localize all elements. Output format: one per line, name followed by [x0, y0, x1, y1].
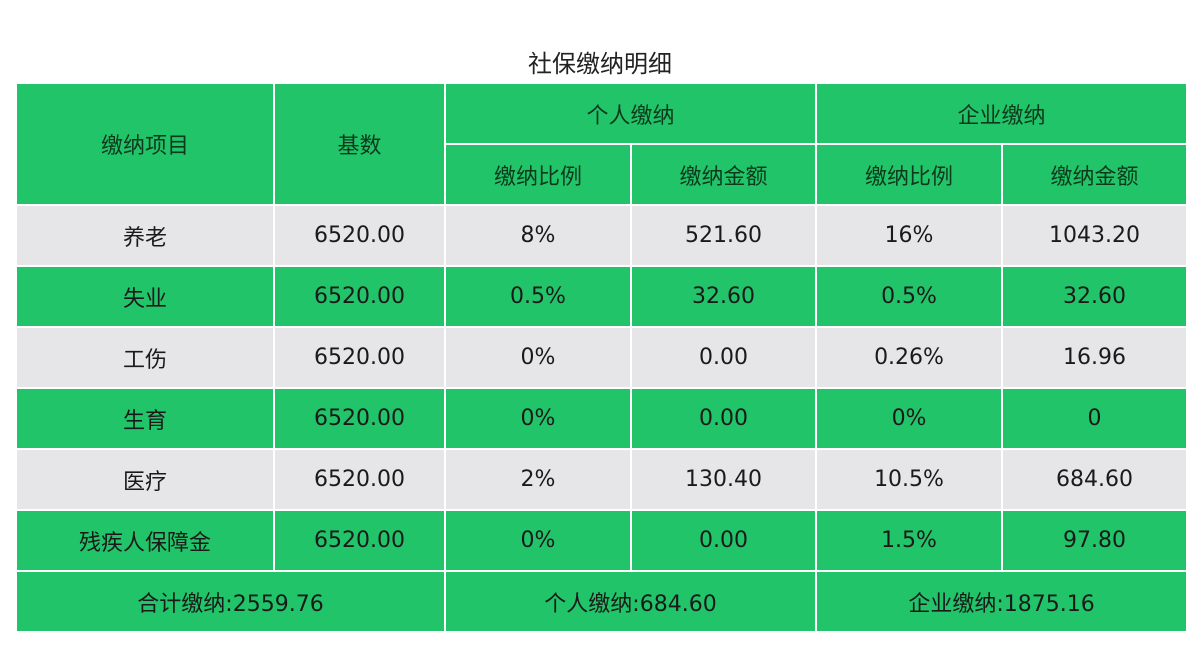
cell-item: 工伤	[15, 326, 275, 389]
cell-base: 6520.00	[273, 448, 446, 511]
cell-base: 6520.00	[273, 387, 446, 450]
table-row: 残疾人保障金 6520.00 0% 0.00 1.5% 97.80	[15, 509, 1189, 572]
table-title: 社保缴纳明细	[528, 50, 672, 78]
header-personal: 个人缴纳	[443, 82, 818, 145]
cell-p-amount: 0.00	[629, 509, 818, 572]
cell-item: 残疾人保障金	[15, 509, 275, 572]
cell-item: 医疗	[15, 448, 275, 511]
footer-personal: 个人缴纳:684.60	[443, 570, 818, 633]
header-company: 企业缴纳	[815, 82, 1189, 145]
header-item: 缴纳项目	[15, 82, 275, 206]
cell-p-amount: 521.60	[629, 204, 818, 267]
cell-p-amount: 32.60	[629, 265, 818, 328]
cell-base: 6520.00	[273, 509, 446, 572]
cell-p-amount: 130.40	[629, 448, 818, 511]
cell-c-rate: 0%	[815, 387, 1004, 450]
header-personal-amount: 缴纳金额	[629, 143, 818, 206]
table-row: 工伤 6520.00 0% 0.00 0.26% 16.96	[15, 326, 1189, 389]
cell-c-amount: 0	[1001, 387, 1189, 450]
header-base: 基数	[273, 82, 446, 206]
header-row: 缴纳项目 基数 个人缴纳 企业缴纳	[15, 82, 1189, 206]
footer-row: 合计缴纳:2559.76 个人缴纳:684.60 企业缴纳:1875.16	[15, 570, 1189, 633]
table-row: 生育 6520.00 0% 0.00 0% 0	[15, 387, 1189, 450]
cell-c-rate: 0.26%	[815, 326, 1004, 389]
cell-item: 养老	[15, 204, 275, 267]
cell-c-amount: 1043.20	[1001, 204, 1189, 267]
cell-p-rate: 0%	[444, 326, 632, 389]
cell-c-amount: 684.60	[1001, 448, 1189, 511]
table-row: 养老 6520.00 8% 521.60 16% 1043.20	[15, 204, 1189, 267]
header-personal-rate: 缴纳比例	[444, 143, 632, 206]
social-insurance-table: 缴纳项目 基数 个人缴纳 企业缴纳 缴纳比例 缴纳金额 缴纳比例 缴纳金额 养老…	[15, 82, 1189, 633]
footer-total: 合计缴纳:2559.76	[15, 570, 446, 633]
cell-p-rate: 0%	[444, 509, 632, 572]
cell-base: 6520.00	[273, 326, 446, 389]
cell-c-rate: 1.5%	[815, 509, 1004, 572]
table-row: 医疗 6520.00 2% 130.40 10.5% 684.60	[15, 448, 1189, 511]
cell-c-amount: 16.96	[1001, 326, 1189, 389]
cell-p-amount: 0.00	[629, 387, 818, 450]
cell-item: 生育	[15, 387, 275, 450]
cell-c-rate: 0.5%	[815, 265, 1004, 328]
header-company-rate: 缴纳比例	[815, 143, 1004, 206]
footer-company: 企业缴纳:1875.16	[815, 570, 1189, 633]
cell-p-rate: 0%	[444, 387, 632, 450]
cell-p-rate: 0.5%	[444, 265, 632, 328]
subheader-row: 缴纳比例 缴纳金额 缴纳比例 缴纳金额	[16, 143, 1189, 206]
cell-c-amount: 32.60	[1001, 265, 1189, 328]
cell-p-rate: 8%	[444, 204, 632, 267]
cell-item: 失业	[15, 265, 275, 328]
cell-p-amount: 0.00	[629, 326, 818, 389]
cell-c-rate: 10.5%	[815, 448, 1004, 511]
table-row: 失业 6520.00 0.5% 32.60 0.5% 32.60	[15, 265, 1189, 328]
cell-c-amount: 97.80	[1001, 509, 1189, 572]
cell-base: 6520.00	[273, 265, 446, 328]
header-company-amount: 缴纳金额	[1001, 143, 1189, 206]
cell-p-rate: 2%	[444, 448, 632, 511]
cell-base: 6520.00	[273, 204, 446, 267]
cell-c-rate: 16%	[815, 204, 1004, 267]
